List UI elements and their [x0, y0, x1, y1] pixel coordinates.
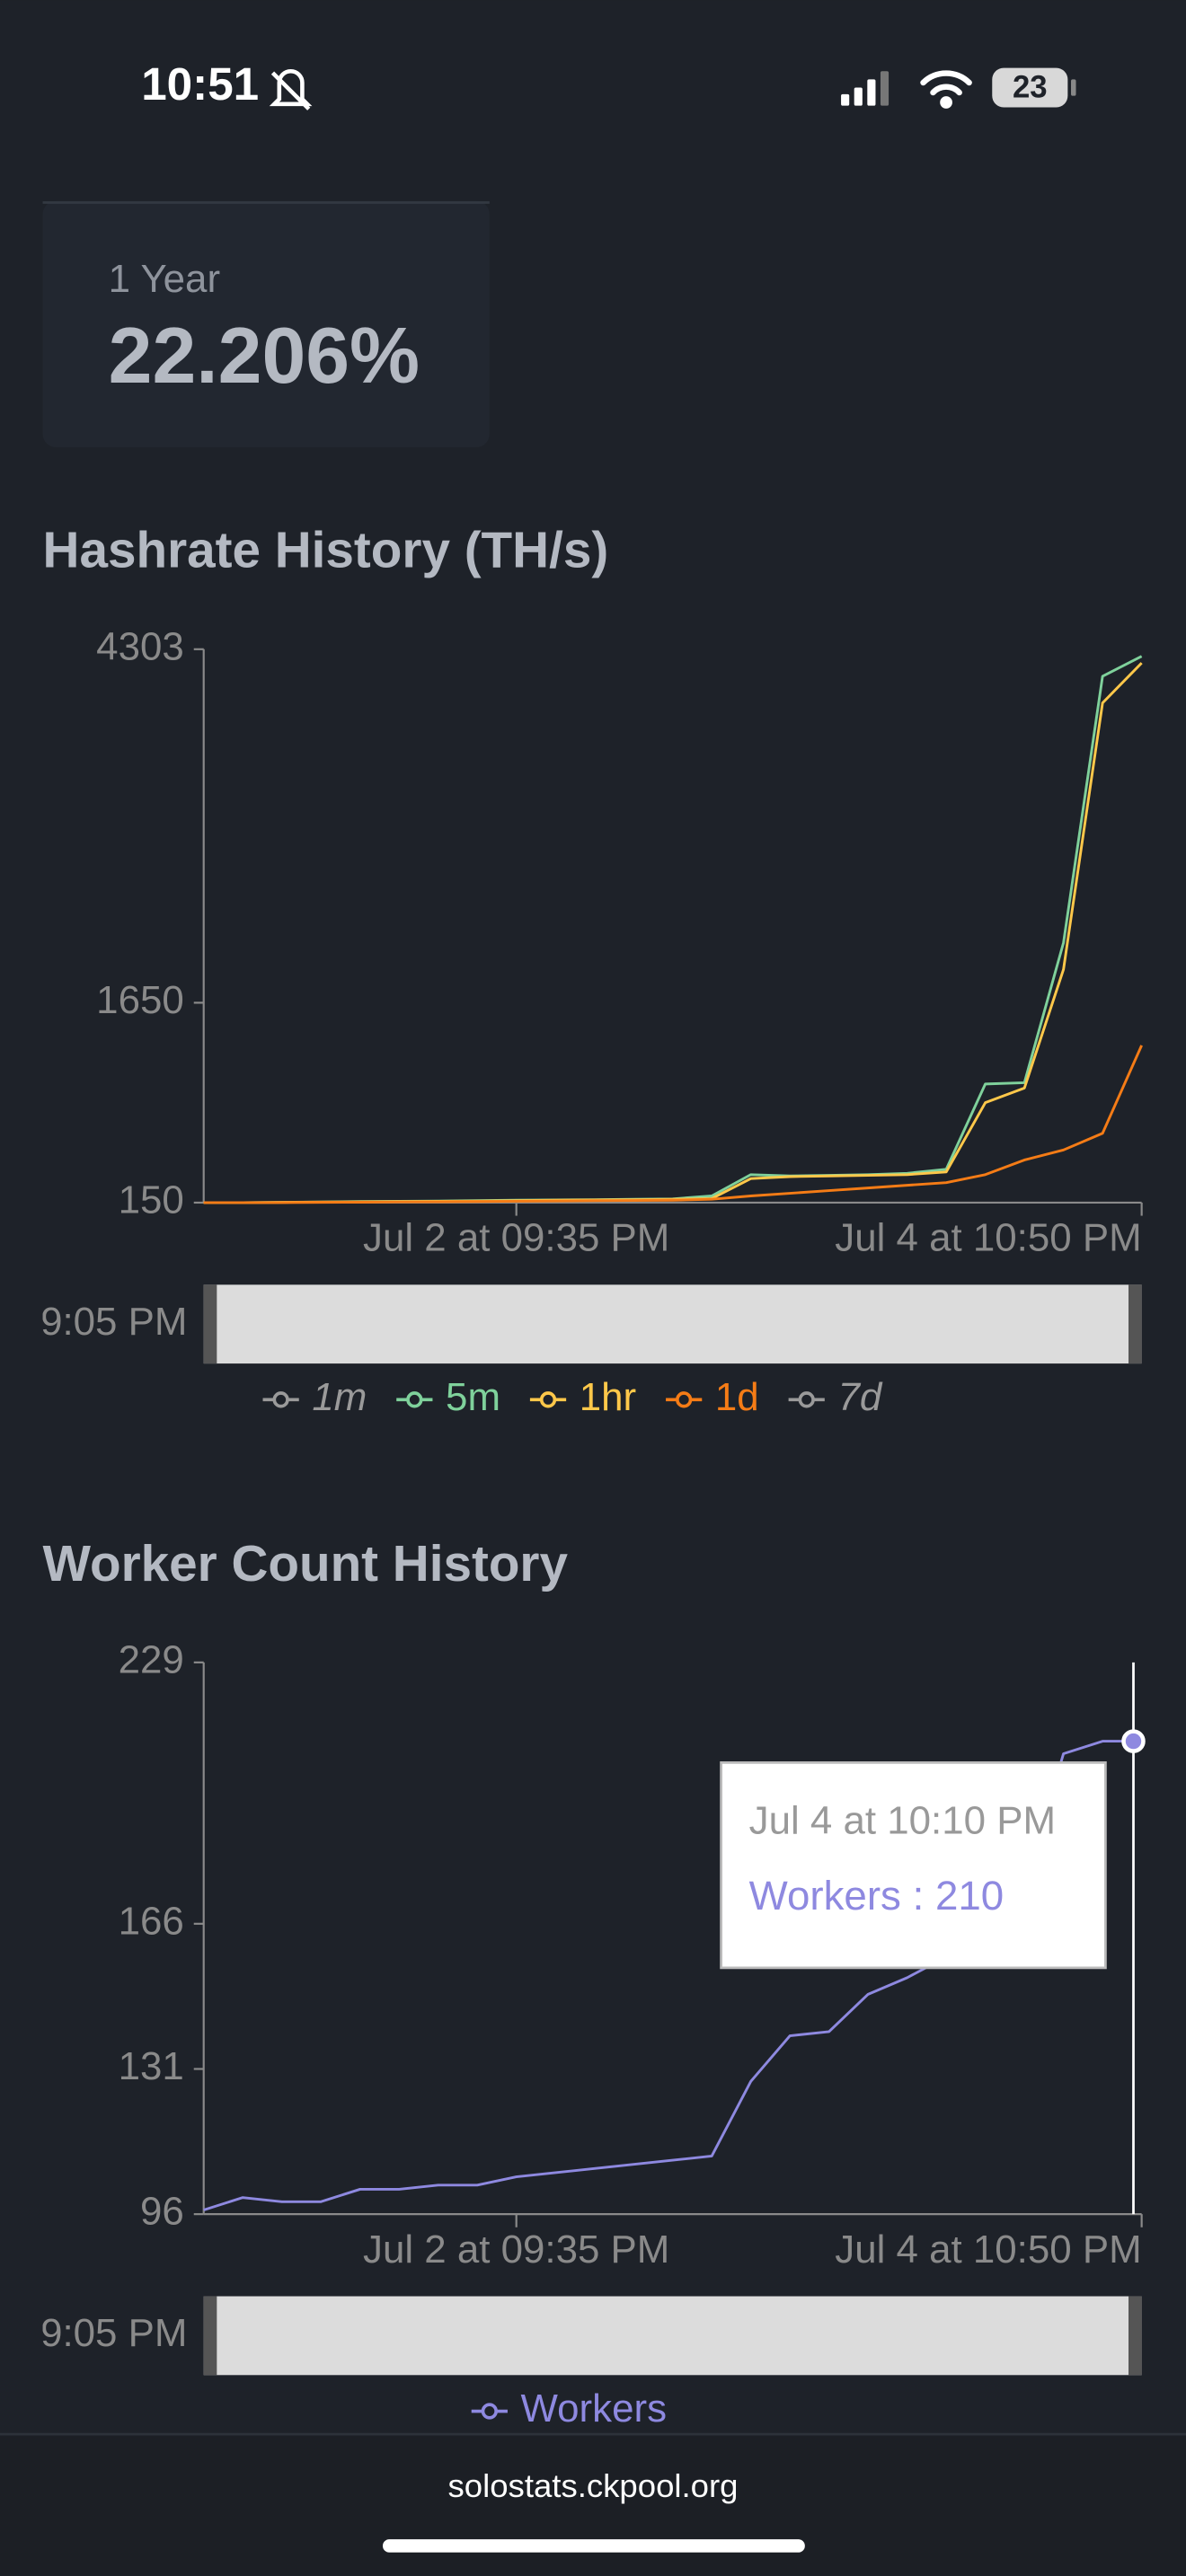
legend-label: 1d — [715, 1375, 759, 1419]
home-indicator — [382, 2539, 805, 2553]
y-tick-label: 1650 — [96, 978, 184, 1022]
legend-label: 1m — [312, 1375, 367, 1419]
chart-title: Worker Count History — [43, 1536, 569, 1592]
y-tick-label: 131 — [119, 2044, 184, 2088]
legend-item[interactable]: 1m — [262, 1375, 367, 1419]
y-tick-label: 166 — [119, 1899, 184, 1943]
x-tick-label: Jul 2 at 09:35 PM — [363, 2228, 669, 2272]
legend-icon — [272, 1391, 289, 1408]
y-tick-label: 96 — [140, 2190, 184, 2234]
mute-icon — [269, 68, 313, 110]
chart-title: Hashrate History (TH/s) — [43, 523, 609, 579]
range-label: 9:05 PM — [40, 1300, 187, 1344]
x-tick-label: Jul 4 at 10:50 PM — [835, 1216, 1141, 1260]
legend-icon — [539, 1391, 557, 1408]
legend-item[interactable]: Workers — [471, 2386, 667, 2430]
range-label: 9:05 PM — [40, 2311, 187, 2355]
wifi-icon — [920, 70, 972, 109]
battery-level: 23 — [1013, 71, 1048, 105]
stat-value: 22.206% — [109, 312, 420, 400]
y-tick-label: 229 — [119, 1637, 184, 1681]
stat-label: 1 Year — [109, 257, 220, 301]
y-tick-label: 150 — [119, 1178, 184, 1222]
range-slider — [203, 2296, 1142, 2376]
legend-icon — [406, 1391, 423, 1408]
legend-label: 7d — [837, 1375, 882, 1419]
series-line — [203, 1045, 1143, 1204]
footer-url[interactable]: solostats.ckpool.org — [448, 2467, 739, 2504]
slider-handle — [1128, 2296, 1142, 2376]
stat-card — [42, 200, 490, 447]
footer — [0, 2434, 1186, 2576]
hover-point — [1121, 1729, 1146, 1753]
legend-icon — [676, 1391, 693, 1408]
slider-handle — [203, 2296, 217, 2376]
tooltip-title: Jul 4 at 10:10 PM — [749, 1799, 1056, 1843]
x-tick-label: Jul 2 at 09:35 PM — [363, 1216, 669, 1260]
y-tick-label: 4303 — [96, 624, 184, 668]
legend-item[interactable]: 5m — [396, 1375, 500, 1419]
tooltip-label: Workers : 210 — [749, 1873, 1005, 1919]
status-time: 10:51 — [141, 58, 259, 110]
slider-handle — [1128, 1284, 1142, 1364]
signal-icon — [841, 71, 890, 106]
battery-icon: 23 — [992, 67, 1076, 108]
legend-label: Workers — [521, 2386, 667, 2430]
tooltip — [720, 1760, 1107, 1970]
legend-item[interactable]: 7d — [788, 1375, 883, 1419]
legend-icon — [798, 1391, 815, 1408]
legend-icon — [481, 2403, 498, 2420]
legend-item[interactable]: 1d — [666, 1375, 759, 1419]
x-tick-label: Jul 4 at 10:50 PM — [835, 2228, 1141, 2272]
slider-handle — [203, 1284, 217, 1364]
legend-item[interactable]: 1hr — [529, 1375, 636, 1419]
legend-label: 1hr — [580, 1375, 636, 1419]
range-slider — [203, 1284, 1142, 1364]
legend-label: 5m — [446, 1375, 500, 1419]
